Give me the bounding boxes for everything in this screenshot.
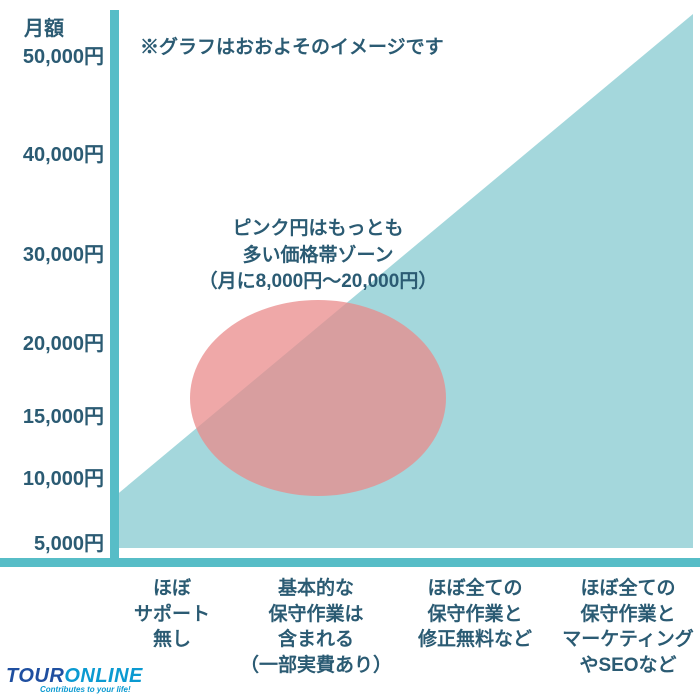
disclaimer-note: ※グラフはおおよそのイメージです — [140, 32, 444, 59]
x-tick-label: ほぼ サポート 無し — [117, 576, 227, 653]
x-tick-label: ほぼ全ての 保守作業と 修正無料など — [400, 576, 550, 653]
y-tick-label: 10,000円 — [23, 462, 104, 491]
price-vs-support-chart: 月額 50,000円 40,000円 30,000円 20,000円 15,000円 10… — [0, 0, 700, 700]
y-tick-label: 30,000円 — [23, 238, 104, 267]
y-tick-label: 20,000円 — [23, 327, 104, 356]
y-tick-label: 5,000円 — [34, 527, 104, 556]
touronline-logo: TOURONLINE Contributes to your life! — [6, 666, 143, 694]
y-tick-label: 15,000円 — [23, 400, 104, 429]
x-tick-label: 基本的な 保守作業は 含まれる （一部実費あり） — [231, 576, 401, 679]
x-tick-label: ほぼ全ての 保守作業と マーケティング やSEOなど — [548, 576, 700, 679]
pink-zone-caption: ピンク円はもっとも 多い価格帯ゾーン （月に8,000円～20,000円） — [168, 216, 468, 296]
y-tick-label: 40,000円 — [23, 138, 104, 167]
logo-tagline: Contributes to your life! — [40, 686, 143, 694]
y-tick-label: 50,000円 — [23, 40, 104, 69]
logo-wordmark: TOURONLINE — [6, 666, 143, 686]
y-axis-title: 月額 — [24, 12, 64, 41]
x-axis — [0, 558, 700, 567]
common-price-zone-ellipse — [190, 300, 446, 496]
y-axis — [110, 10, 119, 567]
